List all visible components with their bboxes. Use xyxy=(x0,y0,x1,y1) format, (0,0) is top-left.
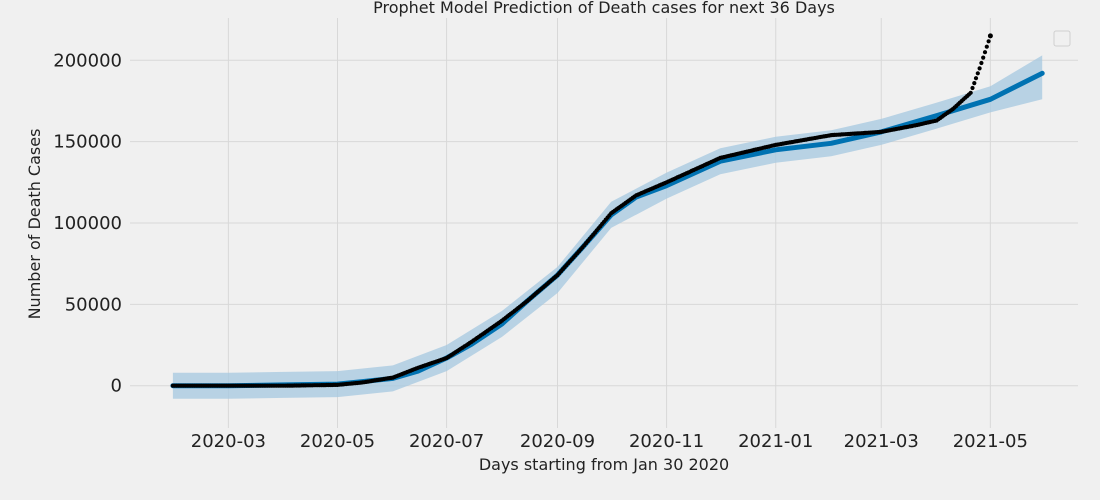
y-tick-label: 200000 xyxy=(53,50,122,71)
y-axis-label: Number of Death Cases xyxy=(25,129,44,320)
actual-point xyxy=(975,71,980,76)
chart-title: Prophet Model Prediction of Death cases … xyxy=(373,0,835,17)
y-tick-label: 50000 xyxy=(65,294,122,315)
x-tick-label: 2020-07 xyxy=(409,431,484,452)
actual-point xyxy=(972,81,977,86)
y-tick-label: 150000 xyxy=(53,132,122,153)
x-tick-label: 2020-09 xyxy=(520,431,595,452)
actual-point xyxy=(968,90,973,95)
grid-lines xyxy=(130,18,1078,428)
uncertainty-band xyxy=(172,55,1043,399)
actual-point xyxy=(973,76,979,81)
actual-point xyxy=(984,44,989,49)
y-axis-ticks: 0 50000 100000 150000 200000 xyxy=(53,50,122,396)
x-axis-ticks: 2020-03 2020-05 2020-07 2020-09 2020-11 2021-… xyxy=(191,431,1028,452)
actual-points xyxy=(170,33,993,388)
legend-box xyxy=(1053,30,1071,47)
actual-point xyxy=(979,60,984,66)
uncertainty-band-area xyxy=(172,55,1043,399)
actual-point xyxy=(986,39,991,44)
x-tick-label: 2020-03 xyxy=(191,431,266,452)
actual-point xyxy=(987,33,993,39)
actual-point xyxy=(970,85,975,91)
actual-point xyxy=(982,50,988,55)
x-axis-label: Days starting from Jan 30 2020 xyxy=(479,455,729,474)
x-tick-label: 2020-05 xyxy=(300,431,375,452)
x-tick-label: 2021-05 xyxy=(953,431,1028,452)
x-tick-label: 2021-01 xyxy=(738,431,813,452)
y-tick-label: 100000 xyxy=(53,213,122,234)
x-tick-label: 2020-11 xyxy=(629,431,704,452)
actual-point xyxy=(981,55,986,60)
actual-point xyxy=(977,66,982,71)
x-tick-label: 2021-03 xyxy=(844,431,919,452)
y-tick-label: 0 xyxy=(111,376,122,397)
